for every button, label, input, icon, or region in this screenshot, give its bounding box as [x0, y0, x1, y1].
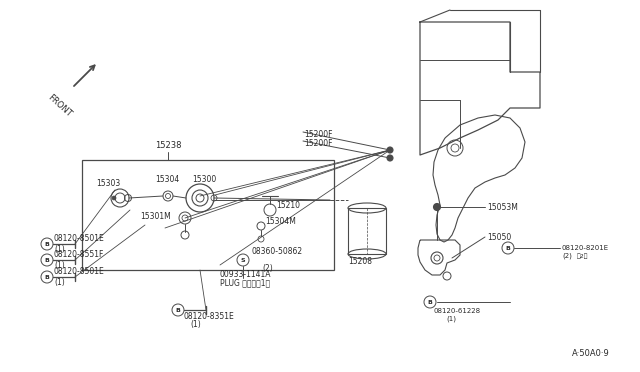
Text: 08120-8551F: 08120-8551F [54, 250, 104, 259]
Text: B: B [45, 242, 49, 247]
Text: 08120-8201E: 08120-8201E [562, 245, 609, 251]
Text: 15053M: 15053M [487, 202, 518, 212]
Text: 15208: 15208 [348, 257, 372, 266]
Text: FRONT: FRONT [46, 93, 74, 119]
Text: PLUG プラグ（1）: PLUG プラグ（1） [220, 278, 270, 287]
Circle shape [112, 196, 116, 200]
Text: 08120-8351E: 08120-8351E [183, 312, 234, 321]
Circle shape [387, 147, 393, 153]
Text: B: B [428, 300, 433, 305]
Text: 08120-8501E: 08120-8501E [54, 234, 105, 243]
Bar [348, 208, 386, 254]
Text: 15200F: 15200F [304, 139, 333, 148]
Text: (1): (1) [54, 261, 65, 270]
Text: (1): (1) [54, 245, 65, 254]
Text: (2): (2) [262, 264, 273, 273]
Text: 15304M: 15304M [265, 218, 296, 227]
Text: 15300: 15300 [192, 175, 216, 184]
Text: (1): (1) [446, 315, 456, 321]
Text: B: B [45, 275, 49, 280]
Text: 08120-61228: 08120-61228 [434, 308, 481, 314]
Text: 00933-1141A: 00933-1141A [220, 270, 271, 279]
Text: 15303: 15303 [96, 179, 120, 188]
Text: 15238: 15238 [155, 141, 181, 150]
Text: B: B [175, 308, 180, 313]
Text: 15301M: 15301M [140, 212, 171, 221]
Circle shape [433, 203, 440, 211]
Text: 15050: 15050 [487, 232, 511, 241]
Text: B: B [45, 258, 49, 263]
Bar [82, 160, 334, 270]
Circle shape [387, 155, 393, 161]
Text: 15200F: 15200F [304, 130, 333, 139]
Text: B: B [506, 246, 511, 251]
Text: 15304: 15304 [155, 175, 179, 184]
Text: 08120-8501E: 08120-8501E [54, 267, 105, 276]
Text: S: S [241, 258, 245, 263]
Text: 2）: 2） [577, 253, 589, 259]
Text: (2): (2) [562, 253, 572, 259]
Text: 15210: 15210 [276, 202, 300, 211]
Text: A·50A0·9: A·50A0·9 [572, 349, 610, 358]
Text: (1): (1) [54, 278, 65, 287]
Text: (1): (1) [190, 320, 201, 329]
Text: 08360-50862: 08360-50862 [252, 247, 303, 256]
